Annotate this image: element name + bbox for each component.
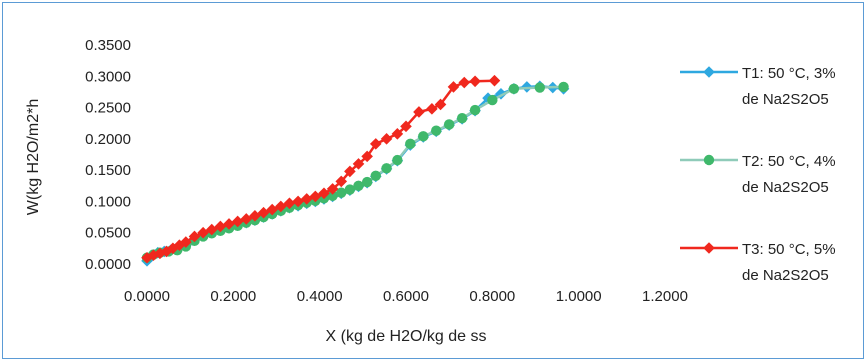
y-axis-title: W(kg H2O/m2*h <box>25 99 42 215</box>
legend-label: T3: 50 °C, 5% <box>742 241 836 258</box>
data-point <box>223 218 235 230</box>
x-tick-label: 0.2000 <box>210 288 256 305</box>
data-point <box>160 245 173 258</box>
data-point <box>487 94 498 106</box>
data-point <box>266 203 278 216</box>
legend-marker <box>703 242 715 254</box>
legend-marker <box>703 154 715 166</box>
y-tick-label: 0.0500 <box>85 225 131 242</box>
data-point <box>418 131 429 142</box>
data-point <box>469 75 481 88</box>
y-tick-label: 0.2000 <box>85 131 131 148</box>
legend-marker <box>703 66 715 78</box>
data-point <box>361 150 373 163</box>
x-tick-label: 0.0000 <box>124 288 170 305</box>
data-point <box>231 215 244 228</box>
data-point <box>344 184 356 195</box>
data-point <box>257 206 270 219</box>
data-point <box>413 106 425 118</box>
data-point <box>391 128 404 140</box>
x-tick-label: 0.4000 <box>297 288 343 305</box>
data-point <box>361 176 373 188</box>
data-point <box>495 88 507 100</box>
legend-label: de Na2S2O5 <box>742 267 829 284</box>
data-point <box>456 113 468 124</box>
data-point <box>405 138 416 150</box>
data-point <box>283 197 296 210</box>
data-point <box>458 76 471 89</box>
data-point <box>309 190 322 203</box>
data-point <box>180 236 192 248</box>
data-point <box>469 104 481 116</box>
data-point <box>188 230 201 243</box>
data-point <box>326 183 339 195</box>
data-point <box>434 98 447 111</box>
y-tick-label: 0.1500 <box>85 162 131 179</box>
data-point <box>508 83 520 95</box>
data-point <box>534 82 546 93</box>
data-point <box>558 81 569 93</box>
data-point <box>443 119 455 130</box>
x-axis-title: X (kg de H2O/kg de ss <box>326 328 487 345</box>
legend-label: T2: 50 °C, 4% <box>742 153 836 170</box>
data-point <box>381 163 392 174</box>
data-point <box>197 226 209 239</box>
y-tick-label: 0.3500 <box>85 37 131 54</box>
x-tick-label: 1.2000 <box>642 288 688 305</box>
data-point <box>353 180 364 191</box>
data-point <box>344 165 356 178</box>
data-point <box>369 138 382 150</box>
legend-label: de Na2S2O5 <box>742 91 829 108</box>
data-point <box>370 170 381 181</box>
data-point <box>336 187 347 198</box>
x-tick-label: 0.8000 <box>469 288 515 305</box>
data-point <box>249 210 261 222</box>
x-tick-label: 1.0000 <box>556 288 602 305</box>
data-point <box>400 120 412 133</box>
data-point <box>275 200 287 213</box>
data-point <box>447 81 460 93</box>
legend-label: T1: 50 °C, 3% <box>742 65 836 82</box>
y-tick-label: 0.1000 <box>85 193 131 210</box>
data-point <box>488 74 501 87</box>
data-point <box>318 187 330 200</box>
data-point <box>205 223 218 236</box>
chart-area <box>2 2 864 359</box>
data-point <box>300 193 313 205</box>
data-point <box>431 125 442 136</box>
y-tick-label: 0.0000 <box>85 256 131 273</box>
data-point <box>392 154 403 166</box>
legend-label: de Na2S2O5 <box>742 179 829 196</box>
y-tick-label: 0.2500 <box>85 100 131 117</box>
data-point <box>380 133 393 145</box>
y-tick-label: 0.3000 <box>85 68 131 85</box>
data-point <box>214 220 227 233</box>
x-tick-label: 0.6000 <box>383 288 429 305</box>
data-point <box>426 103 438 115</box>
data-point <box>327 190 338 201</box>
data-point <box>352 158 365 170</box>
data-point <box>240 213 253 225</box>
data-point <box>147 249 160 262</box>
data-point <box>292 195 304 208</box>
data-point <box>335 175 348 188</box>
